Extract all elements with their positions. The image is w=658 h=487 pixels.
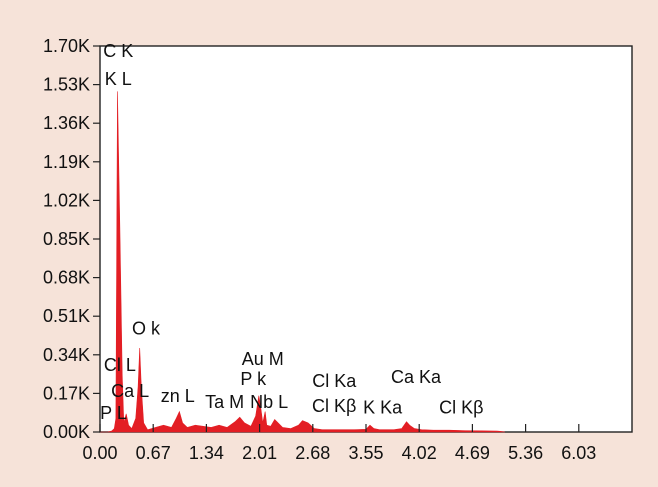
x-tick-label: 4.69 bbox=[455, 443, 490, 463]
peak-label: Cl Kβ bbox=[312, 396, 356, 416]
peak-label: Ca L bbox=[111, 381, 149, 401]
x-tick-label: 0.00 bbox=[82, 443, 117, 463]
y-tick-label: 0.00K bbox=[43, 422, 90, 442]
y-tick-label: 0.17K bbox=[43, 383, 90, 403]
y-tick-label: 1.19K bbox=[43, 152, 90, 172]
peak-label: Cl Kβ bbox=[439, 397, 483, 417]
peak-label: zn L bbox=[161, 386, 195, 406]
peak-label: Cl Ka bbox=[312, 371, 357, 391]
spectrum-area-0 bbox=[100, 91, 506, 433]
plot-area bbox=[99, 45, 633, 433]
y-tick-label: 1.36K bbox=[43, 113, 90, 133]
peak-label: Ta M bbox=[205, 392, 244, 412]
y-tick-label: 1.70K bbox=[43, 36, 90, 56]
x-tick-label: 2.01 bbox=[242, 443, 277, 463]
peak-label: Au M bbox=[242, 349, 284, 369]
x-tick-label: 4.02 bbox=[402, 443, 437, 463]
peak-label: Nb L bbox=[250, 392, 288, 412]
y-tick-label: 0.85K bbox=[43, 229, 90, 249]
peak-label: C K bbox=[103, 41, 133, 61]
x-tick-label: 3.55 bbox=[348, 443, 383, 463]
peak-label: P L bbox=[100, 403, 127, 423]
y-tick-label: 0.68K bbox=[43, 268, 90, 288]
peak-label: Cl L bbox=[104, 355, 136, 375]
x-tick-label: 6.03 bbox=[561, 443, 596, 463]
y-tick-label: 1.02K bbox=[43, 190, 90, 210]
y-tick-label: 0.34K bbox=[43, 345, 90, 365]
peak-label: P k bbox=[240, 369, 267, 389]
x-tick-label: 5.36 bbox=[508, 443, 543, 463]
x-tick-label: 2.68 bbox=[295, 443, 330, 463]
peak-label: Ca Ka bbox=[391, 367, 442, 387]
peak-label: K L bbox=[105, 69, 132, 89]
x-tick-label: 0.67 bbox=[136, 443, 171, 463]
y-tick-label: 1.53K bbox=[43, 75, 90, 95]
x-tick-label: 1.34 bbox=[189, 443, 224, 463]
y-tick-label: 0.51K bbox=[43, 306, 90, 326]
peak-label: K Ka bbox=[363, 397, 403, 417]
peak-label: O k bbox=[132, 319, 161, 339]
